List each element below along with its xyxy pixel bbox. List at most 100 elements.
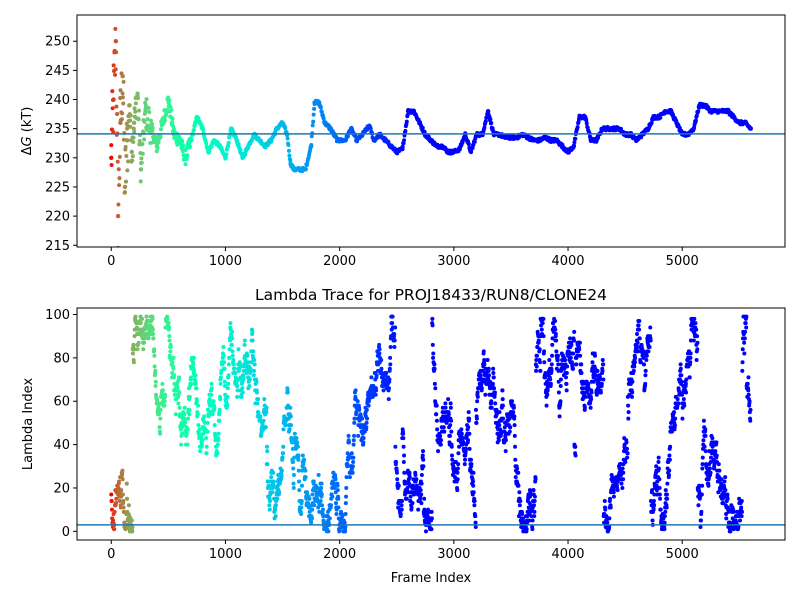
lambda-point bbox=[534, 358, 539, 363]
delta-g-anchor-point bbox=[223, 155, 228, 161]
lambda-point bbox=[288, 405, 293, 410]
lambda-point bbox=[512, 414, 517, 419]
lambda-point bbox=[343, 501, 348, 506]
lambda-trace-y-tick-label: 40 bbox=[53, 438, 70, 453]
lambda-point bbox=[441, 425, 446, 430]
lambda-point bbox=[152, 364, 157, 369]
delta-g-point bbox=[124, 154, 129, 159]
lambda-point bbox=[516, 483, 521, 488]
delta-g-point bbox=[309, 134, 314, 139]
lambda-point bbox=[188, 375, 193, 380]
lambda-point bbox=[482, 358, 487, 363]
lambda-point bbox=[302, 457, 307, 462]
lambda-point bbox=[142, 340, 147, 345]
delta-g-x-tick-label: 1000 bbox=[209, 254, 242, 269]
lambda-point bbox=[112, 509, 117, 514]
lambda-point bbox=[590, 360, 595, 365]
lambda-point bbox=[151, 332, 156, 337]
lambda-point bbox=[508, 425, 513, 430]
lambda-point bbox=[497, 410, 502, 415]
delta-g-point bbox=[113, 72, 118, 77]
lambda-point bbox=[697, 483, 702, 488]
lambda-point bbox=[271, 479, 276, 484]
lambda-point bbox=[240, 390, 245, 395]
lambda-point bbox=[491, 371, 496, 376]
delta-g-point bbox=[696, 109, 701, 114]
lambda-point bbox=[198, 449, 203, 454]
lambda-trace-x-tick-label: 0 bbox=[107, 547, 115, 562]
lambda-point bbox=[684, 377, 689, 382]
lambda-point bbox=[696, 503, 701, 508]
delta-g-point bbox=[114, 104, 119, 109]
lambda-point bbox=[608, 505, 613, 510]
delta-g-anchor-point bbox=[548, 138, 554, 143]
lambda-point bbox=[586, 386, 591, 391]
lambda-point bbox=[740, 360, 745, 365]
delta-g-y-tick-label: 230 bbox=[45, 151, 70, 166]
lambda-point bbox=[167, 334, 172, 339]
lambda-point bbox=[708, 459, 713, 464]
lambda-point bbox=[361, 440, 366, 445]
lambda-point bbox=[133, 314, 138, 319]
lambda-point bbox=[299, 511, 304, 516]
lambda-point bbox=[577, 340, 582, 345]
lambda-point bbox=[550, 336, 555, 341]
lambda-point bbox=[177, 405, 182, 410]
lambda-point bbox=[196, 403, 201, 408]
lambda-point bbox=[247, 384, 252, 389]
lambda-point bbox=[537, 360, 542, 365]
lambda-point bbox=[693, 321, 698, 326]
delta-g-point bbox=[132, 129, 137, 134]
lambda-point bbox=[187, 407, 192, 412]
lambda-point bbox=[629, 394, 634, 399]
delta-g-x-tick-label: 2000 bbox=[323, 254, 356, 269]
lambda-point bbox=[657, 485, 662, 490]
lambda-point bbox=[748, 407, 753, 412]
delta-g-anchor-point bbox=[674, 120, 679, 126]
lambda-point bbox=[398, 511, 403, 516]
lambda-point bbox=[207, 397, 212, 402]
lambda-point bbox=[515, 466, 520, 471]
delta-g-point bbox=[204, 141, 209, 146]
delta-g-y-axis-label: ΔG (kT) bbox=[20, 107, 35, 156]
lambda-point bbox=[680, 416, 685, 421]
lambda-point bbox=[700, 466, 705, 471]
lambda-point bbox=[739, 498, 744, 503]
lambda-point bbox=[482, 362, 487, 367]
lambda-point bbox=[644, 353, 649, 358]
lambda-point bbox=[285, 390, 290, 395]
lambda-point bbox=[228, 321, 233, 326]
lambda-point bbox=[212, 405, 217, 410]
delta-g-anchor-point bbox=[731, 114, 736, 120]
lambda-point bbox=[124, 481, 129, 486]
lambda-point bbox=[429, 527, 434, 532]
delta-g-anchor-point bbox=[125, 138, 130, 143]
lambda-point bbox=[746, 375, 751, 380]
delta-g-anchor-point bbox=[451, 149, 457, 155]
lambda-point bbox=[650, 488, 655, 493]
lambda-point bbox=[131, 360, 136, 365]
lambda-point bbox=[355, 399, 360, 404]
lambda-trace-y-tick-label: 20 bbox=[53, 481, 70, 496]
lambda-point bbox=[176, 401, 181, 406]
lambda-point bbox=[230, 329, 235, 334]
lambda-point bbox=[553, 319, 558, 324]
lambda-point bbox=[543, 375, 548, 380]
lambda-point bbox=[235, 394, 240, 399]
lambda-point bbox=[722, 479, 727, 484]
lambda-point bbox=[532, 498, 537, 503]
lambda-point bbox=[388, 355, 393, 360]
delta-g-anchor-point bbox=[194, 114, 200, 120]
lambda-point bbox=[210, 412, 215, 417]
lambda-point bbox=[707, 466, 712, 471]
delta-g-anchor-point bbox=[354, 138, 359, 143]
lambda-point bbox=[478, 373, 483, 378]
lambda-point bbox=[556, 362, 561, 367]
lambda-point bbox=[449, 444, 454, 449]
lambda-point bbox=[455, 470, 460, 475]
lambda-point bbox=[226, 373, 231, 378]
lambda-point bbox=[503, 438, 508, 443]
lambda-point bbox=[445, 418, 450, 423]
lambda-point bbox=[545, 388, 550, 393]
lambda-point bbox=[672, 410, 677, 415]
